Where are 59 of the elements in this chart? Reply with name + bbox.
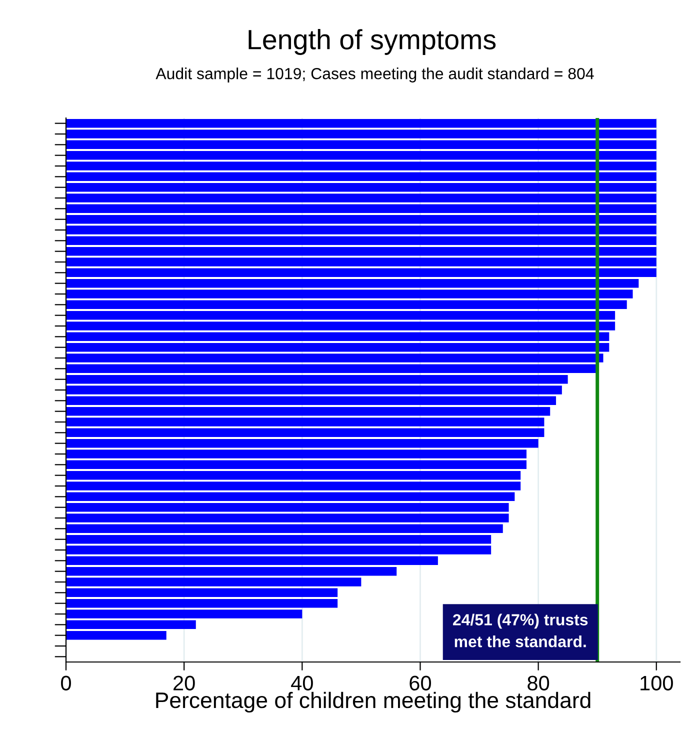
bar	[66, 374, 568, 384]
bar	[66, 470, 521, 480]
bar	[66, 438, 538, 448]
bar	[66, 246, 656, 256]
x-tick-label: 20	[174, 676, 195, 690]
bar	[66, 150, 656, 160]
bar	[66, 396, 556, 406]
bar	[66, 534, 492, 544]
bar	[66, 630, 166, 640]
bar	[66, 556, 438, 566]
bar	[66, 460, 526, 470]
bar	[66, 214, 656, 224]
bar	[66, 290, 633, 298]
bar	[66, 278, 639, 288]
x-tick-label: 80	[528, 676, 550, 690]
bar	[66, 450, 526, 458]
annotation: 24/51 (47%) trusts met the standard.	[453, 614, 588, 648]
x-tick-label: 100	[640, 676, 673, 690]
bar	[66, 204, 656, 214]
bar	[66, 236, 656, 246]
bar	[66, 310, 616, 320]
bar	[66, 514, 509, 522]
bar	[66, 566, 397, 576]
bar	[66, 342, 610, 352]
x-tick-label: 0	[61, 676, 71, 690]
bar	[66, 258, 656, 266]
bar	[66, 172, 656, 182]
bar	[66, 386, 562, 394]
bar	[66, 620, 196, 630]
bar	[66, 406, 550, 416]
x-tick-label: 60	[410, 676, 432, 690]
bar	[66, 546, 492, 554]
bar	[66, 268, 656, 278]
bar	[66, 140, 656, 150]
bar	[66, 162, 656, 170]
bar	[66, 502, 509, 512]
bar	[66, 354, 604, 362]
bar	[66, 578, 362, 586]
chart-title: Length of symptoms	[248, 29, 496, 55]
bar	[66, 332, 610, 342]
bar	[66, 226, 656, 234]
bar	[66, 182, 656, 192]
bar	[66, 598, 338, 608]
bar	[66, 130, 656, 138]
bar	[66, 492, 515, 502]
bar	[66, 322, 616, 330]
bar	[66, 588, 338, 598]
x-axis-title: Percentage of children meeting the standard	[156, 692, 590, 713]
bar	[66, 428, 544, 438]
x-tick-label: 40	[291, 676, 313, 690]
bar	[66, 300, 627, 310]
bar	[66, 610, 302, 618]
bar	[66, 418, 544, 426]
bar	[66, 524, 503, 534]
bar	[66, 364, 598, 374]
bar	[66, 118, 656, 128]
bar	[66, 482, 521, 490]
bar	[66, 194, 656, 202]
chart-subtitle: Audit sample = 1019; Cases meeting the audit standard = 804	[156, 68, 594, 82]
